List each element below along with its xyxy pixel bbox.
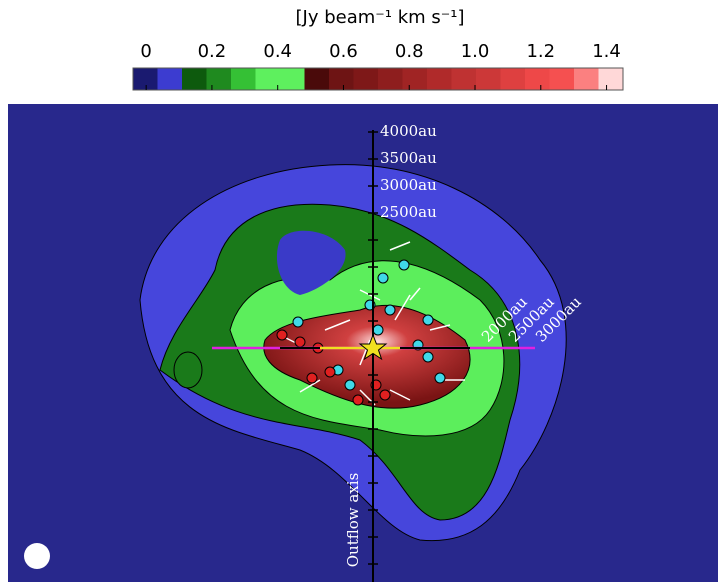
colorbar-label: [Jy beam⁻¹ km s⁻¹] [295, 7, 464, 28]
colorbar-segment [280, 68, 305, 90]
colorbar-segment [329, 68, 354, 90]
colorbar-segment [599, 68, 624, 90]
colorbar-segment [550, 68, 575, 90]
chart: [Jy beam⁻¹ km s⁻¹] 0 0.2 0.4 0.6 0.8 1.0 1.2 1.… [0, 0, 721, 582]
colorbar: 0 0.2 0.4 0.6 0.8 1.0 1.2 1.4 [133, 41, 624, 90]
colorbar-segment [231, 68, 256, 90]
distance-label: 3000au [380, 176, 437, 194]
colorbar-segment [378, 68, 403, 90]
colorbar-segment [256, 68, 281, 90]
colorbar-segment [207, 68, 232, 90]
distance-label: 4000au [380, 122, 437, 140]
colorbar-segment [574, 68, 599, 90]
colorbar-segment [133, 68, 158, 90]
colorbar-segment [182, 68, 207, 90]
beam [24, 543, 50, 569]
colorbar-tick-label: 0.4 [263, 41, 292, 62]
colorbar-tick-label: 0.6 [329, 41, 358, 62]
colorbar-tick-label: 1.0 [461, 41, 490, 62]
colorbar-tick-label: 0.8 [395, 41, 424, 62]
colorbar-segment [158, 68, 183, 90]
axis-label: Outflow axis [344, 473, 362, 568]
colorbar-tick-label: 0 [140, 41, 151, 62]
colorbar-segment [452, 68, 477, 90]
colorbar-segment [403, 68, 428, 90]
colorbar-segment [476, 68, 501, 90]
colorbar-segment [427, 68, 452, 90]
colorbar-tick-label: 0.2 [198, 41, 227, 62]
colorbar-tick-label: 1.4 [592, 41, 621, 62]
distance-label: 2500au [380, 203, 437, 221]
colorbar-segment [354, 68, 379, 90]
colorbar-segment [525, 68, 550, 90]
colorbar-tick-label: 1.2 [526, 41, 555, 62]
emission-knot [174, 352, 202, 388]
colorbar-segment [305, 68, 330, 90]
page: {"chart_data": {"type": "image", "colorb… [0, 0, 721, 582]
distance-label: 3500au [380, 149, 437, 167]
colorbar-segment [501, 68, 526, 90]
